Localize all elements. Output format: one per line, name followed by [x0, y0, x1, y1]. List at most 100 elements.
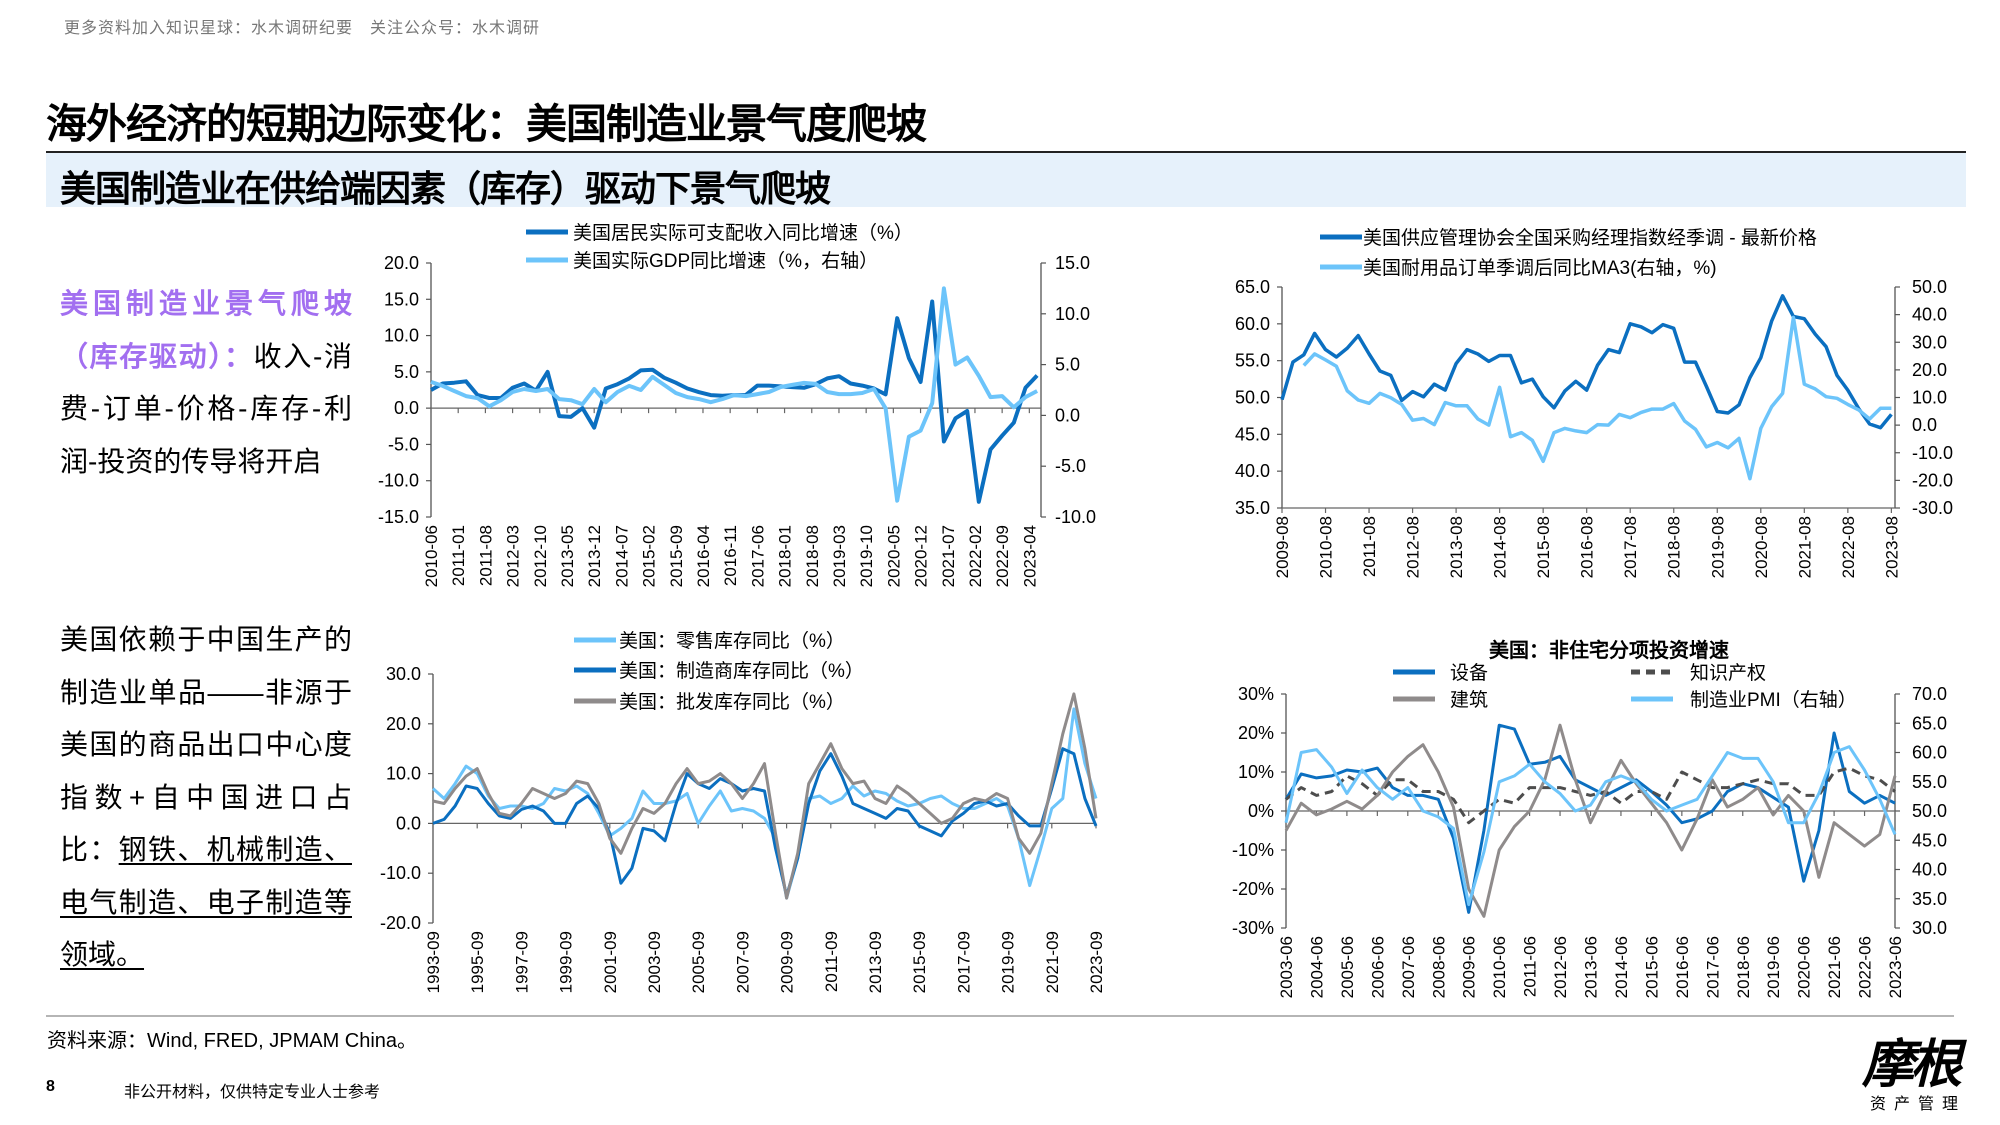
x-tick-label: 2014-08 [1491, 516, 1510, 578]
y-tick-label-left: 60.0 [1235, 314, 1270, 334]
legend-label: 美国：制造商库存同比（%） [619, 660, 864, 682]
y-tick-label-right: 15.0 [1055, 253, 1090, 273]
x-tick-label: 2017-08 [1621, 516, 1640, 578]
x-tick-label: 2015-02 [640, 525, 659, 587]
legend-label: 美国供应管理协会全国采购经理指数经季调 - 最新价格 [1363, 227, 1817, 249]
insight-paragraph-inventory: 美国制造业景气爬坡（库存驱动）：收入-消费-订单-价格-库存-利润-投资的传导将… [60, 278, 352, 488]
y-tick-label-right: -10.0 [1912, 443, 1953, 463]
y-tick-label-left: 45.0 [1235, 424, 1270, 444]
x-tick-label: 2022-08 [1839, 516, 1858, 578]
y-tick-label-left: -20.0 [380, 913, 421, 933]
y-tick-label-left: 15.0 [384, 289, 419, 309]
x-tick-label: 2012-10 [531, 525, 550, 587]
y-tick-label-right: 50.0 [1912, 801, 1947, 821]
y-tick-label-right: 20.0 [1912, 360, 1947, 380]
insight-underlined-sectors: 钢铁、机械制造、电气制造、电子制造等领域。 [60, 834, 352, 970]
y-tick-label-right: 50.0 [1912, 277, 1947, 297]
x-tick-label: 2021-08 [1795, 516, 1814, 578]
x-tick-label: 2022-02 [966, 525, 985, 587]
legend-label: 美国实际GDP同比增速（%，右轴） [573, 250, 878, 272]
y-tick-label-left: 30% [1238, 684, 1274, 704]
x-tick-label: 2021-07 [939, 525, 958, 587]
legend-label: 制造业PMI（右轴） [1690, 689, 1857, 711]
series-line-1 [430, 299, 1039, 504]
x-tick-label: 2019-09 [999, 931, 1018, 993]
y-tick-label-left: -15.0 [378, 507, 419, 527]
y-tick-label-left: 5.0 [394, 362, 419, 382]
x-tick-label: 2011-01 [449, 525, 468, 586]
x-tick-label: 2006-06 [1368, 936, 1387, 998]
legend-label: 建筑 [1450, 689, 1488, 711]
chart-2: 65.0 60.0 55.0 50.0 45.0 40.0 35.0 50.0 40.0 30.0… [1235, 227, 1953, 578]
x-tick-label: 2017-06 [1703, 936, 1722, 998]
x-tick-label: 2007-06 [1399, 936, 1418, 998]
x-tick-label: 2016-04 [694, 525, 713, 587]
x-tick-label: 2018-08 [803, 525, 822, 587]
y-tick-label-left: 65.0 [1235, 277, 1270, 297]
x-tick-label: 2020-08 [1752, 516, 1771, 578]
x-tick-label: 2020-06 [1795, 936, 1814, 998]
y-tick-label-right: 10.0 [1912, 388, 1947, 408]
x-tick-label: 2023-09 [1087, 931, 1106, 993]
insight-body: 美国依赖于中国生产的制造业单品——非源于美国的商品出口中心度指数+自中国进口占比… [60, 624, 352, 865]
x-tick-label: 2012-06 [1551, 936, 1570, 998]
y-tick-label-right: -30.0 [1912, 498, 1953, 518]
x-tick-label: 2017-09 [954, 931, 973, 993]
x-tick-label: 2013-08 [1447, 516, 1466, 578]
x-tick-label: 1993-09 [424, 931, 443, 993]
insight-body: 收入-消费-订单-价格-库存-利润-投资的传导将开启 [60, 340, 352, 477]
x-tick-label: 2017-06 [748, 525, 767, 587]
y-tick-label-left: 40.0 [1235, 461, 1270, 481]
x-tick-label: 1995-09 [468, 931, 487, 993]
y-tick-label-right: 40.0 [1912, 860, 1947, 880]
y-tick-label-right: -20.0 [1912, 470, 1953, 490]
y-tick-label-right: 35.0 [1912, 889, 1947, 909]
x-tick-label: 2011-06 [1521, 936, 1540, 997]
y-tick-label-right: -5.0 [1055, 456, 1086, 476]
x-tick-label: 2023-04 [1020, 525, 1039, 587]
x-tick-label: 2013-05 [558, 525, 577, 587]
x-tick-label: 2004-06 [1307, 936, 1326, 998]
x-tick-label: 2009-08 [1273, 516, 1292, 578]
x-tick-label: 2011-09 [822, 931, 841, 992]
x-tick-label: 2019-10 [857, 525, 876, 587]
y-tick-label-right: 10.0 [1055, 304, 1090, 324]
x-tick-label: 2009-09 [778, 931, 797, 993]
x-tick-label: 2014-06 [1612, 936, 1631, 998]
x-tick-label: 2022-06 [1856, 936, 1875, 998]
x-tick-label: 1999-09 [557, 931, 576, 993]
title-divider [46, 151, 1966, 153]
y-tick-label-right: 30.0 [1912, 332, 1947, 352]
x-tick-label: 2018-01 [776, 525, 795, 587]
x-tick-label: 2011-08 [1360, 516, 1379, 577]
x-tick-label: 2015-09 [910, 931, 929, 993]
company-logo-subtitle: 资产管理 [1870, 1096, 1967, 1113]
legend-label: 美国：批发库存同比（%） [619, 691, 845, 713]
y-tick-label-left: 0.0 [396, 813, 421, 833]
x-tick-label: 2019-06 [1764, 936, 1783, 998]
x-tick-label: 2015-06 [1642, 936, 1661, 998]
y-tick-label-right: 40.0 [1912, 305, 1947, 325]
x-tick-label: 2013-09 [866, 931, 885, 993]
y-tick-label-left: 10.0 [386, 764, 421, 784]
x-tick-label: 2001-09 [601, 931, 620, 993]
source-note: 资料来源：Wind, FRED, JPMAM China。 [47, 1030, 418, 1052]
legend-label: 美国居民实际可支配收入同比增速（%） [573, 222, 913, 244]
y-tick-label-left: 30.0 [386, 664, 421, 684]
y-tick-label-left: 10% [1238, 762, 1274, 782]
x-tick-label: 2008-06 [1429, 936, 1448, 998]
y-tick-label-left: -10% [1232, 840, 1274, 860]
x-tick-label: 2010-08 [1317, 516, 1336, 578]
page-number: 8 [46, 1078, 55, 1095]
company-logo: 摩根 [1862, 1034, 1962, 1095]
y-tick-label-left: 0% [1248, 801, 1274, 821]
legend-label: 知识产权 [1690, 662, 1766, 684]
x-tick-label: 2016-11 [721, 525, 740, 586]
x-tick-label: 2018-08 [1665, 516, 1684, 578]
chart-4: 美国：非住宅分项投资增速 30% 20% 10% 0% -10% -20% -30% 70.0 6… [1232, 638, 1947, 998]
x-tick-label: 2023-08 [1882, 516, 1901, 578]
x-tick-label: 2010-06 [1490, 936, 1509, 998]
page-title: 海外经济的短期边际变化：美国制造业景气度爬坡 [46, 101, 927, 147]
y-tick-label-right: 55.0 [1912, 772, 1947, 792]
